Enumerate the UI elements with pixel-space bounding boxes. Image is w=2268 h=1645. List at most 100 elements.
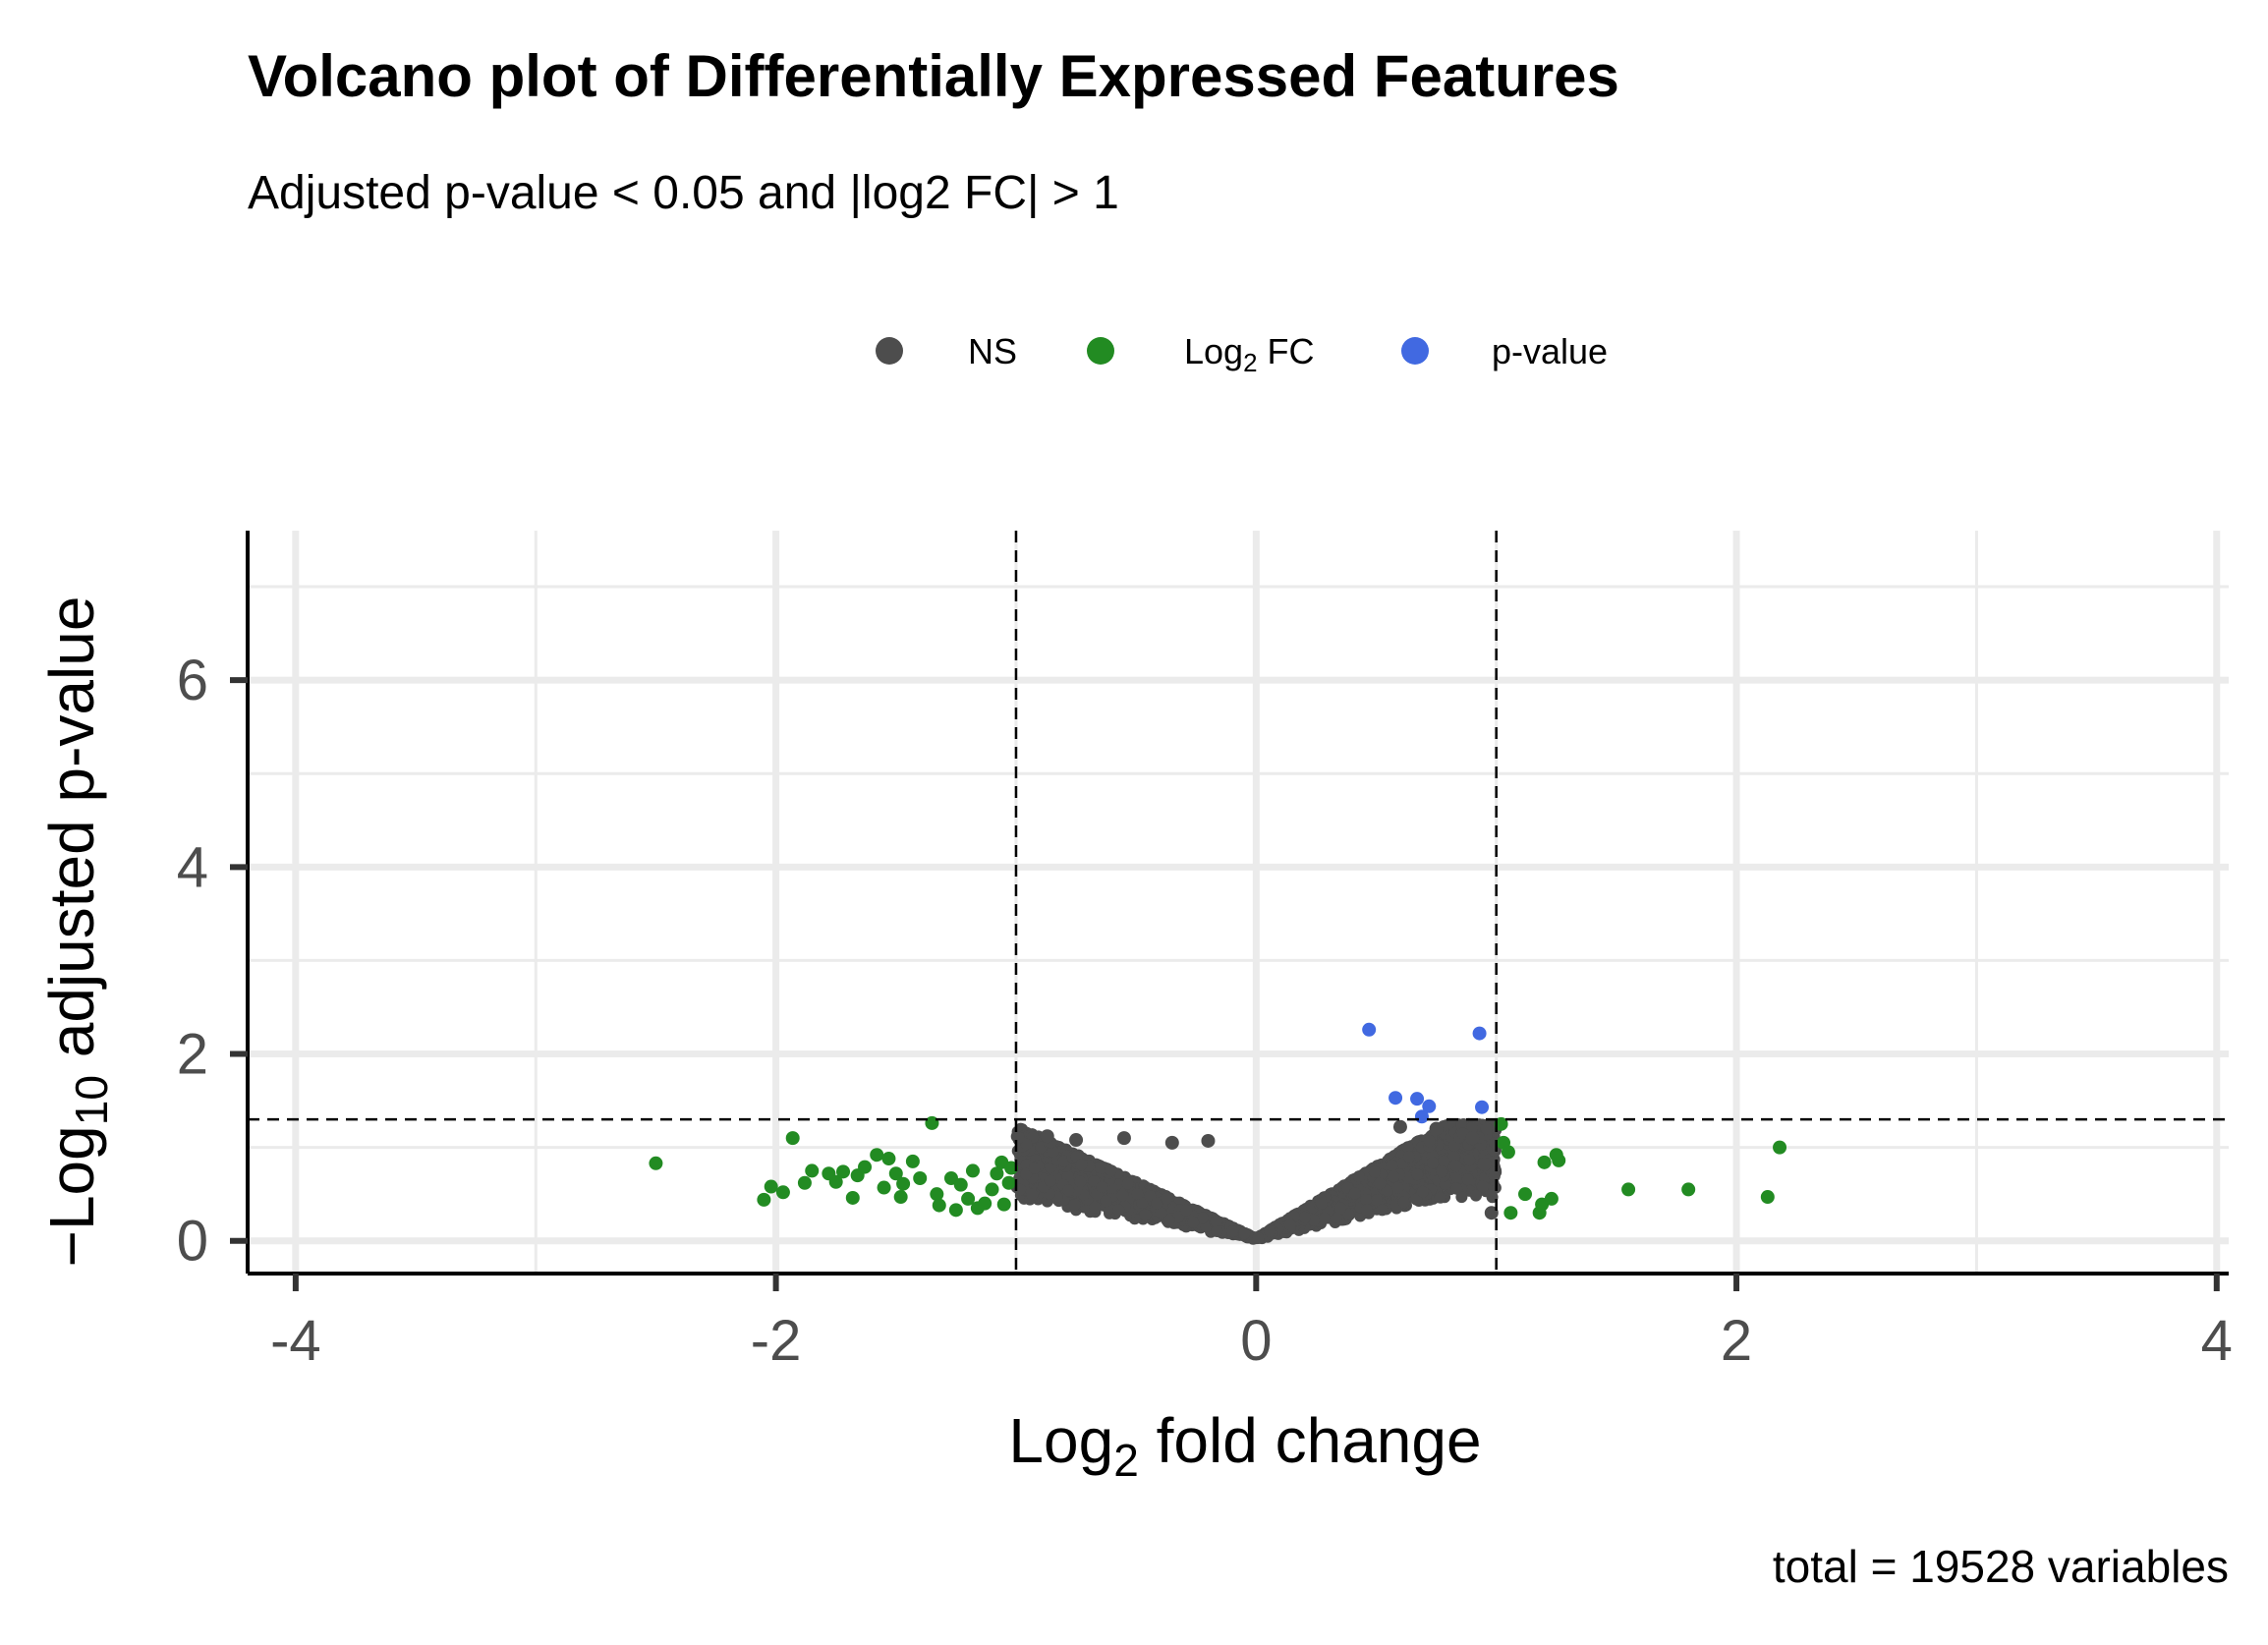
ns-point (1461, 1173, 1474, 1186)
ns-point (1210, 1216, 1222, 1228)
ns-point (1155, 1207, 1167, 1220)
log2fc-point (1494, 1116, 1508, 1131)
log2fc-point (925, 1115, 939, 1130)
ns-point (1374, 1177, 1386, 1190)
ns-point (1075, 1159, 1088, 1171)
log2fc-point (858, 1160, 873, 1174)
log2fc-point (1001, 1175, 1016, 1190)
log2fc-point (888, 1166, 903, 1181)
log2fc-point (1544, 1191, 1559, 1206)
ns-point (1131, 1188, 1144, 1200)
log2fc-point (1518, 1187, 1533, 1202)
ns-point (1298, 1211, 1311, 1223)
ns-point (1116, 1189, 1129, 1202)
ns-point (1315, 1197, 1328, 1210)
ns-point (1416, 1185, 1429, 1198)
ns-point (1463, 1154, 1476, 1166)
ns-point (1116, 1131, 1131, 1146)
ns-point (1062, 1184, 1075, 1197)
log2fc-point (828, 1174, 843, 1189)
ns-point (1136, 1197, 1149, 1209)
ns-point (1319, 1213, 1331, 1224)
axes (246, 531, 2229, 1276)
ns-point (1352, 1170, 1365, 1183)
ns-point (1162, 1214, 1175, 1226)
legend-pvalue-key (1401, 337, 1429, 365)
log2fc-point (1681, 1182, 1696, 1197)
log2fc-point (764, 1179, 778, 1194)
ns-point (1180, 1204, 1193, 1217)
log2fc-point (932, 1198, 946, 1213)
ns-point (1164, 1135, 1179, 1150)
log2fc-point (1004, 1161, 1019, 1175)
log2fc-point (943, 1171, 958, 1186)
ns-point (1439, 1178, 1451, 1191)
ns-point (1151, 1197, 1163, 1210)
ns-point (1187, 1216, 1200, 1228)
ns-point (1348, 1187, 1361, 1200)
ns-point (1172, 1211, 1185, 1223)
ns-point (1211, 1225, 1223, 1237)
log2fc-point (930, 1187, 944, 1202)
ns-point (1360, 1193, 1373, 1206)
ns-point (1089, 1201, 1101, 1214)
log2fc-point (905, 1154, 920, 1168)
log2fc-point (893, 1190, 908, 1205)
ns-point (1386, 1159, 1398, 1171)
log2fc-point (797, 1175, 812, 1190)
legend-pvalue-label: p-value (1492, 331, 1608, 371)
x-tick-label: 2 (1721, 1309, 1752, 1373)
y-tick-label: 6 (177, 649, 208, 712)
ns-point (1466, 1121, 1479, 1134)
log2fc-point (881, 1152, 896, 1166)
ns-point (1139, 1209, 1152, 1221)
ns-point (1044, 1174, 1056, 1187)
x-tick-label: 4 (2201, 1309, 2233, 1373)
ns-point (1381, 1184, 1393, 1197)
ns-point (1201, 1133, 1216, 1148)
ns-point (1047, 1145, 1059, 1158)
ns-point (1361, 1204, 1373, 1217)
log2fc-point (757, 1192, 771, 1207)
cutoff-lines (248, 531, 2229, 1274)
chart-title: Volcano plot of Differentially Expressed… (248, 43, 1619, 109)
ns-point (1028, 1162, 1041, 1174)
ns-point (1040, 1129, 1054, 1144)
log2fc-point (805, 1163, 820, 1178)
ns-point (1401, 1141, 1414, 1154)
ns-point (1238, 1227, 1251, 1240)
log2fc-point (1503, 1206, 1518, 1220)
ns-point (1264, 1225, 1276, 1237)
chart-caption: total = 19528 variables (1773, 1541, 2229, 1592)
ns-point (1112, 1204, 1125, 1217)
ns-point (1434, 1191, 1446, 1204)
log2fc-point (948, 1203, 963, 1218)
log2fc-point (953, 1177, 968, 1192)
ns-point (1370, 1194, 1383, 1207)
ns-point (1388, 1170, 1399, 1183)
ns-point (1096, 1181, 1108, 1193)
ns-point (1449, 1160, 1462, 1172)
ns-point (1330, 1211, 1342, 1223)
ns-point (1429, 1121, 1444, 1136)
pvalue-point (1472, 1026, 1487, 1041)
ns-point (1423, 1135, 1436, 1148)
ns-point (1411, 1168, 1424, 1181)
legend-ns-key (876, 337, 903, 365)
ns-point (1161, 1192, 1173, 1205)
ns-point (1450, 1182, 1463, 1195)
ns-point (1026, 1188, 1039, 1201)
ns-point (1465, 1131, 1480, 1146)
ns-point (1012, 1131, 1025, 1144)
x-tick-label: -2 (751, 1309, 802, 1373)
pvalue-point (1422, 1099, 1437, 1113)
log2fc-point (990, 1166, 1004, 1181)
data-points (649, 1022, 1787, 1245)
ns-point (1342, 1208, 1355, 1220)
x-axis-title: Log2 fold change (1008, 1405, 1481, 1486)
ns-point (1308, 1214, 1321, 1226)
ns-point (1402, 1151, 1415, 1163)
y-tick-label: 0 (177, 1210, 208, 1274)
pvalue-point (1414, 1109, 1429, 1124)
legend-ns-label: NS (968, 331, 1017, 371)
